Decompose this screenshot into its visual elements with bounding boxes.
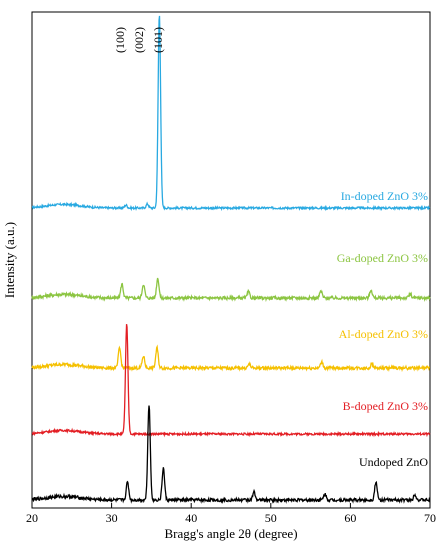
series-line-b-doped-zno-3- (31, 323, 431, 438)
series-line-al-doped-zno-3- (31, 344, 430, 373)
series-layer (31, 15, 431, 504)
plot-border (31, 11, 431, 509)
x-tick-label: 20 (26, 511, 38, 525)
x-tick-label: 30 (106, 511, 118, 525)
series-line-ga-doped-zno-3- (31, 277, 431, 303)
curve-labels: In-doped ZnO 3% Ga-doped ZnO 3% Al-doped Z… (337, 189, 429, 469)
series-line-undoped-zno (31, 405, 431, 504)
series-label: In-doped ZnO 3% (341, 189, 428, 203)
x-tick-label: 70 (424, 511, 436, 525)
peak-label: (101) (151, 27, 165, 53)
plot-frame (31, 11, 431, 509)
x-tick-label: 50 (265, 511, 277, 525)
peak-labels: (100) (002) (101) (113, 27, 165, 53)
series-label: Ga-doped ZnO 3% (337, 251, 428, 265)
series-label: B-doped ZnO 3% (343, 399, 428, 413)
x-tick-label: 60 (344, 511, 356, 525)
series-line-in-doped-zno-3- (31, 15, 431, 212)
series-label: Al-doped ZnO 3% (339, 327, 428, 341)
peak-label: (100) (113, 27, 127, 53)
x-tick-label: 40 (185, 511, 197, 525)
y-axis-label: Intensity (a.u.) (2, 222, 17, 298)
series-label: Undoped ZnO (359, 455, 428, 469)
peak-label: (002) (132, 27, 146, 53)
x-axis-label: Bragg's angle 2θ (degree) (164, 526, 297, 541)
x-axis-ticks: 20 30 40 50 60 70 (26, 503, 436, 525)
